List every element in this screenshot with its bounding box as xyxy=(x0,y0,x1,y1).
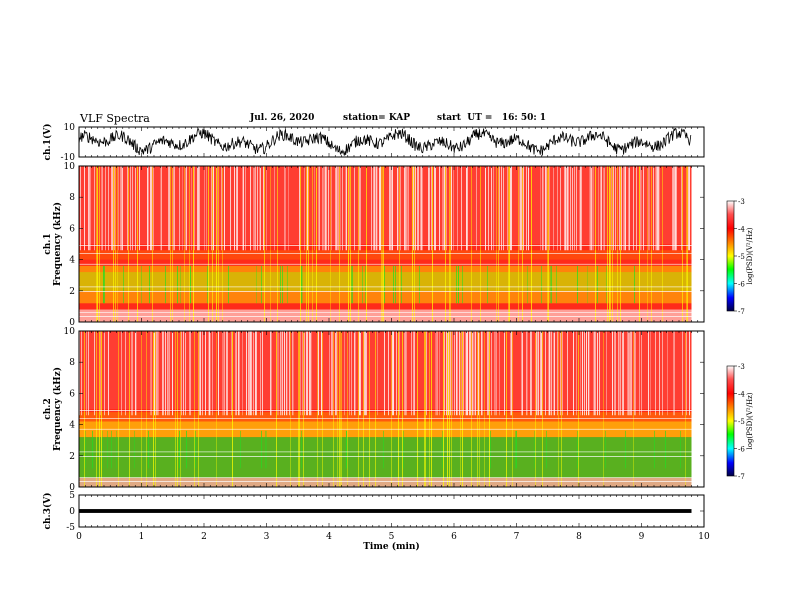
ch2s-xticks xyxy=(78,331,705,487)
ch1s-colorbar-tick-2: -5 xyxy=(738,253,745,261)
ch1w-ytick-0: 10 xyxy=(64,123,76,133)
ch2s-colorbar-tick-4: -7 xyxy=(738,473,745,481)
ch2s-ytick-1: 2 xyxy=(69,452,75,462)
ch1s-ytick-5: 10 xyxy=(64,162,76,172)
figure-title: VLF Spectra xyxy=(80,112,150,125)
ch1s-ytick-3: 6 xyxy=(69,224,75,234)
ch2-band-1 xyxy=(79,437,692,478)
station-label: station= KAP xyxy=(343,113,411,123)
x-axis-label: Time (min) xyxy=(363,541,420,552)
ch1s-ylabel-0: ch.1 xyxy=(43,233,53,254)
start-ut-label: start UT = 16: 50: 1 xyxy=(437,113,547,123)
ch1s-colorbar-label: log(PSD)(V²/Hz) xyxy=(746,227,754,284)
xtick-2: 2 xyxy=(201,532,207,542)
ch1w-xticks xyxy=(78,127,705,157)
ch2-band-0 xyxy=(79,477,692,487)
ch1s-ytick-0: 0 xyxy=(69,318,75,328)
xtick-0: 0 xyxy=(76,532,82,542)
ch1-band-2 xyxy=(79,272,692,291)
ch2s-colorbar-tick-2: -5 xyxy=(738,418,745,426)
ch3w-xticks xyxy=(78,495,705,527)
date-label: Jul. 26, 2020 xyxy=(250,113,315,123)
ch1s-colorbar-tick-4: -7 xyxy=(738,308,745,316)
ch2s-ylabel-0: ch.2 xyxy=(43,398,53,419)
ch1-tonal-lines xyxy=(79,245,692,317)
ch2s-ytick-3: 6 xyxy=(69,389,75,399)
ch1s-colorbar-tick-3: -6 xyxy=(738,281,745,289)
xtick-4: 4 xyxy=(326,532,332,542)
ch2-tonal-lines xyxy=(79,410,692,482)
ch3w-ytick-1: 0 xyxy=(69,507,75,517)
ch1s-ytick-2: 4 xyxy=(69,256,75,266)
ch1-streaks xyxy=(80,166,690,322)
ch2s-colorbar-label: log(PSD)(V²/Hz) xyxy=(746,392,754,449)
ch1s-colorbar-tick-1: -4 xyxy=(738,226,745,234)
ch1s-xticks xyxy=(78,166,705,322)
ch2s-ytick-0: 0 xyxy=(69,483,75,493)
ch1s-ylabel-1: Frequency (kHz) xyxy=(52,202,63,286)
ch2s-colorbar-tick-3: -6 xyxy=(738,446,745,454)
ch1-waveform-trace xyxy=(78,127,692,156)
ch2s-colorbar-tick-1: -4 xyxy=(738,391,745,399)
ch2s-ytick-2: 4 xyxy=(69,421,75,431)
xtick-8: 8 xyxy=(576,532,582,542)
ch1-band-3 xyxy=(79,250,692,260)
ch1-band-1 xyxy=(79,265,692,304)
ch2s-ytick-4: 8 xyxy=(69,358,75,368)
xtick-7: 7 xyxy=(514,532,520,542)
ch2s-ytick-5: 10 xyxy=(64,327,76,337)
xtick-1: 1 xyxy=(139,532,145,542)
ch2-band-3 xyxy=(79,412,692,422)
ch1s-colorbar xyxy=(726,200,735,312)
ch3w-ylabel-0: ch.3(V) xyxy=(42,493,53,530)
ch1s-ytick-4: 8 xyxy=(69,193,75,203)
ch1-band-4 xyxy=(79,166,692,244)
ch1s-ytick-1: 2 xyxy=(69,287,75,297)
ch3w-ytick-2: -5 xyxy=(66,523,75,533)
ch2s-ylabel-1: Frequency (kHz) xyxy=(52,367,63,451)
xtick-6: 6 xyxy=(451,532,457,542)
xtick-5: 5 xyxy=(389,532,395,542)
ch1s-colorbar-tick-0: -3 xyxy=(738,198,745,206)
ch2s-colorbar xyxy=(726,365,735,477)
ch1w-ytick-1: -10 xyxy=(61,153,76,163)
ch3-waveform-trace xyxy=(79,509,692,513)
xtick-3: 3 xyxy=(264,532,270,542)
xtick-10: 10 xyxy=(698,532,710,542)
ch2s-colorbar-tick-0: -3 xyxy=(738,363,745,371)
ch3w-ytick-0: 5 xyxy=(69,491,75,501)
xtick-9: 9 xyxy=(639,532,645,542)
ch1w-ylabel-0: ch.1(V) xyxy=(42,124,53,161)
